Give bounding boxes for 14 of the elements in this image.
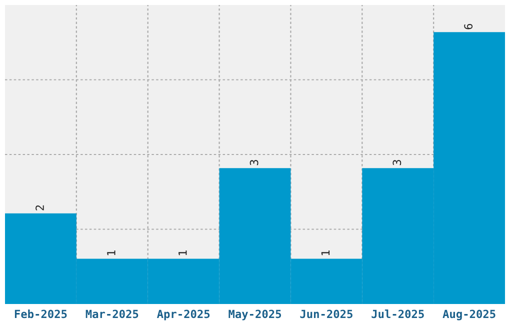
x-tick-label: May-2025 bbox=[228, 310, 282, 320]
data-label: 3 bbox=[392, 160, 402, 166]
x-tick-label: Mar-2025 bbox=[86, 310, 138, 318]
data-label: 6 bbox=[464, 24, 473, 30]
data-label: 1 bbox=[321, 250, 330, 256]
data-label: 2 bbox=[36, 205, 44, 210]
x-tick-label: Feb-2025 bbox=[14, 310, 67, 318]
data-label: 1 bbox=[178, 250, 187, 256]
data-label: 1 bbox=[107, 250, 116, 256]
x-tick-label: Aug-2025 bbox=[442, 310, 496, 320]
data-label: 3 bbox=[250, 160, 258, 166]
x-tick-label: Jun-2025 bbox=[300, 310, 352, 318]
x-tick-label: Apr-2025 bbox=[156, 310, 210, 320]
x-tick-label: Jul-2025 bbox=[372, 310, 424, 318]
